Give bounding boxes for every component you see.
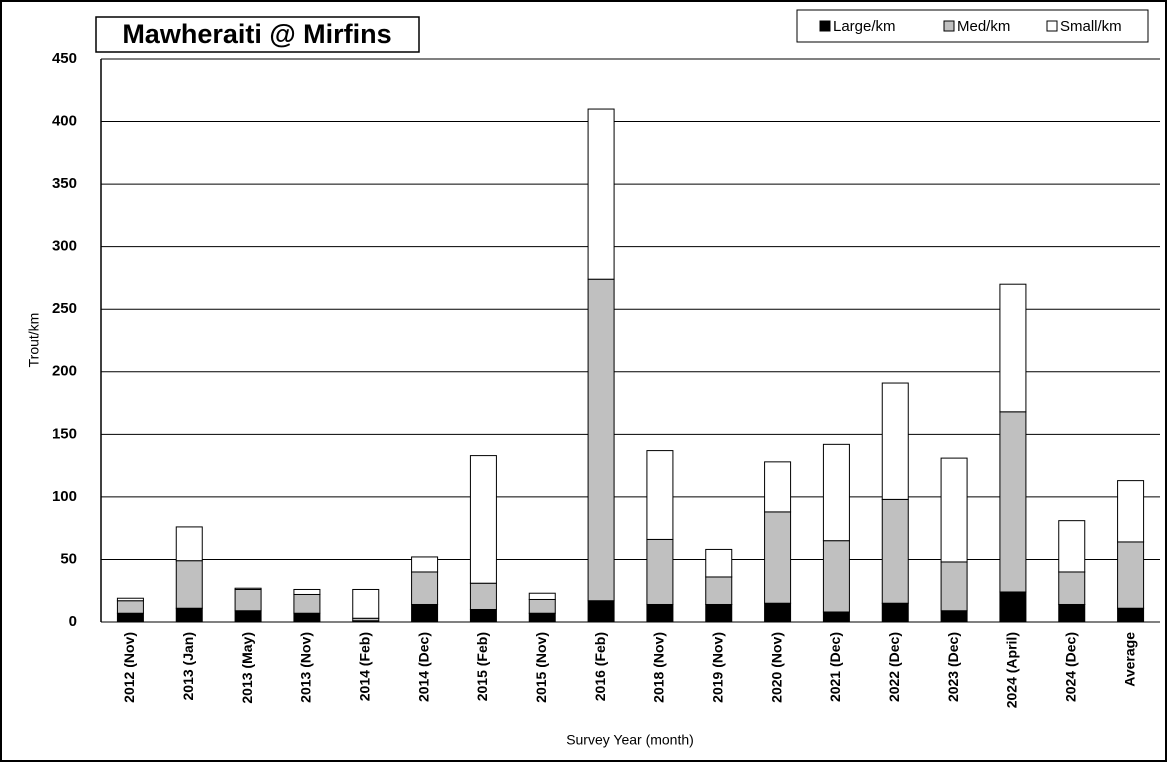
bar-segment — [175, 560, 203, 609]
x-tick-label: 2014 (Dec) — [415, 632, 431, 702]
y-tick-label: 250 — [52, 300, 77, 317]
bar-segment — [940, 561, 968, 612]
bar-segment — [116, 597, 144, 602]
bar-segment — [999, 283, 1027, 413]
bar-segment — [411, 571, 439, 605]
bar-segment — [411, 556, 439, 573]
bar-segment — [881, 382, 909, 500]
bar-segment — [822, 611, 850, 623]
bar-segment — [1058, 603, 1086, 623]
x-tick-label: 2023 (Dec) — [945, 632, 961, 702]
bar-segment — [822, 443, 850, 542]
bar-segment — [234, 610, 262, 623]
legend-label: Large/km — [833, 18, 896, 35]
legend-swatch — [819, 20, 831, 32]
bar-segment — [587, 108, 615, 280]
x-tick-label: 2013 (May) — [239, 632, 255, 704]
y-tick-label: 0 — [69, 613, 77, 630]
bar-segment — [1058, 571, 1086, 605]
x-tick-label: 2024 (April) — [1004, 632, 1020, 708]
bar-segment — [528, 592, 556, 600]
y-tick-label: 50 — [60, 550, 77, 567]
bar-segment — [175, 607, 203, 623]
bar-segment — [175, 526, 203, 562]
legend-box — [796, 9, 1149, 43]
x-tick-label: Average — [1121, 632, 1137, 687]
y-tick-label: 300 — [52, 238, 77, 255]
x-tick-label: 2013 (Jan) — [180, 632, 196, 700]
x-tick-label: 2014 (Feb) — [356, 632, 372, 701]
bar-segment — [646, 603, 674, 623]
x-tick-label: 2021 (Dec) — [827, 632, 843, 702]
bar-segment — [1117, 607, 1145, 623]
bar-segment — [881, 498, 909, 604]
legend-swatch — [943, 20, 955, 32]
bar-segment — [469, 608, 497, 623]
x-axis-label: Survey Year (month) — [566, 732, 694, 748]
y-tick-label: 400 — [52, 113, 77, 130]
bar-segment — [234, 588, 262, 612]
bar-segment — [293, 588, 321, 595]
y-tick-label: 100 — [52, 488, 77, 505]
bar-segment — [352, 588, 380, 619]
bar-segment — [822, 540, 850, 613]
bar-segment — [528, 598, 556, 614]
bar-segment — [999, 591, 1027, 623]
bar-segment — [1117, 541, 1145, 609]
bar-segment — [764, 602, 792, 623]
bar-segment — [587, 600, 615, 623]
x-tick-label: 2024 (Dec) — [1062, 632, 1078, 702]
bar-segment — [999, 411, 1027, 593]
x-tick-label: 2013 (Nov) — [298, 632, 314, 703]
bar-segment — [293, 593, 321, 614]
bar-segment — [940, 610, 968, 623]
bar-segment — [646, 450, 674, 540]
bar-segment — [116, 612, 144, 623]
y-tick-label: 450 — [52, 50, 77, 67]
bar-segment — [411, 603, 439, 623]
x-tick-label: 2016 (Feb) — [592, 632, 608, 701]
y-tick-label: 150 — [52, 425, 77, 442]
chart-title: Mawheraiti @ Mirfins — [122, 19, 391, 49]
x-tick-label: 2018 (Nov) — [651, 632, 667, 703]
y-tick-label: 200 — [52, 363, 77, 380]
bar-segment — [705, 548, 733, 578]
bar-segment — [116, 600, 144, 614]
bar-segment — [469, 582, 497, 610]
legend-label: Small/km — [1060, 18, 1122, 35]
x-tick-label: 2015 (Nov) — [533, 632, 549, 703]
bar-segment — [646, 538, 674, 605]
x-tick-label: 2020 (Nov) — [768, 632, 784, 703]
bar-segment — [234, 587, 262, 590]
legend-swatch — [1046, 20, 1058, 32]
x-tick-label: 2012 (Nov) — [121, 632, 137, 703]
x-tick-label: 2015 (Feb) — [474, 632, 490, 701]
bar-segment — [1117, 480, 1145, 543]
y-tick-label: 350 — [52, 175, 77, 192]
bar-segment — [293, 612, 321, 623]
legend-label: Med/km — [957, 18, 1010, 35]
bar-segment — [940, 457, 968, 563]
bar-segment — [705, 576, 733, 605]
bar-segment — [764, 461, 792, 513]
bar-segment — [469, 455, 497, 584]
bar-segment — [705, 603, 733, 623]
y-axis-label: Trout/km — [26, 313, 42, 368]
x-tick-label: 2019 (Nov) — [709, 632, 725, 703]
title-box — [95, 16, 420, 53]
bar-segment — [1058, 520, 1086, 573]
bar-segment — [587, 278, 615, 602]
x-tick-label: 2022 (Dec) — [886, 632, 902, 702]
bar-segment — [764, 511, 792, 604]
bar-segment — [528, 612, 556, 623]
bar-segment — [881, 602, 909, 623]
